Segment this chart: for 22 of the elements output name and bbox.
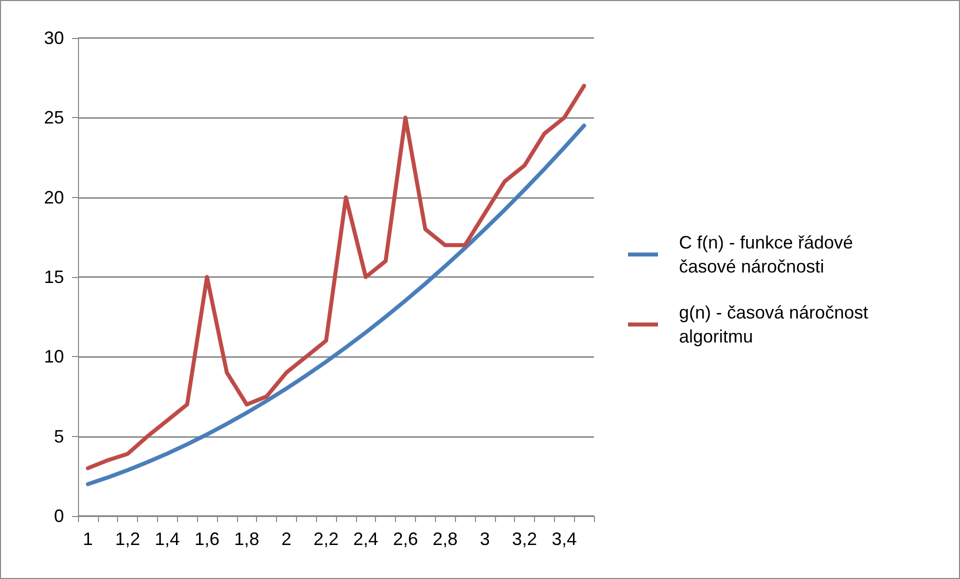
- x-tick-label: 3,2: [512, 529, 538, 549]
- x-tick-label: 1,8: [234, 529, 260, 549]
- y-tick-label: 5: [54, 426, 64, 446]
- legend-label: C f(n) - funkce řádové časové náročnosti: [679, 232, 858, 276]
- x-tick-label: 2,4: [353, 529, 378, 549]
- x-tick-label: 1,2: [115, 529, 140, 549]
- y-tick-label: 20: [44, 187, 64, 208]
- legend-label: g(n) - časová náročnost algoritmu: [679, 302, 874, 346]
- x-tick-label: 2,2: [314, 529, 339, 549]
- y-tick-label: 30: [44, 28, 64, 48]
- x-tick-label: 2,6: [392, 529, 418, 549]
- y-tick-label: 0: [54, 506, 64, 526]
- x-tick-label: 2,8: [432, 529, 458, 549]
- y-tick-label: 25: [44, 108, 64, 128]
- y-tick-label: 15: [44, 267, 64, 287]
- x-tick-label: 1,6: [194, 529, 220, 549]
- x-tick-label: 1: [82, 529, 93, 549]
- y-tick-label: 10: [44, 346, 64, 367]
- x-tick-label: 1,4: [154, 529, 180, 549]
- x-tick-label: 3,4: [552, 529, 577, 549]
- x-tick-label: 2: [281, 529, 292, 549]
- x-tick-label: 3: [480, 529, 490, 549]
